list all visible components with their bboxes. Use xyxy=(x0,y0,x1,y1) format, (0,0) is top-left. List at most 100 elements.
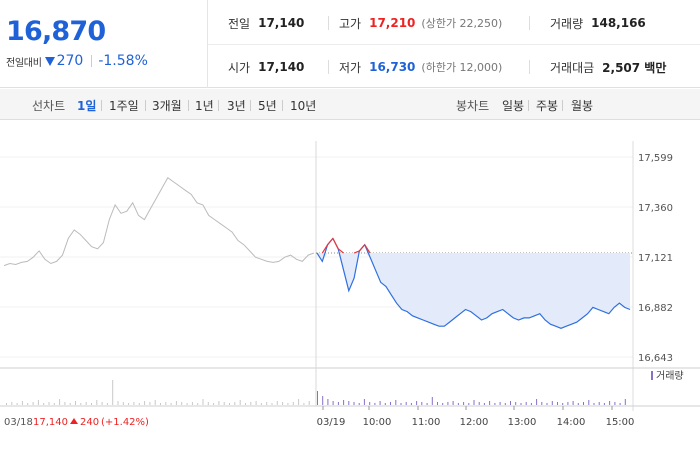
volume-bar-today xyxy=(473,400,475,405)
volume-bar-today xyxy=(536,399,538,405)
volume-bar-today xyxy=(353,402,355,405)
y-tick-label: 16,882 xyxy=(638,303,673,314)
volume-bar-prev xyxy=(160,403,161,405)
volume-bar-today xyxy=(520,403,522,405)
below-reference-area xyxy=(317,253,630,329)
volume-bar-today xyxy=(405,402,407,405)
divider xyxy=(91,55,93,67)
volume-bar-prev xyxy=(91,403,92,405)
volume-bar-today xyxy=(468,403,470,405)
volume-value: 148,166 xyxy=(591,16,646,30)
volume-bar-prev xyxy=(106,403,108,405)
volume-bar-prev xyxy=(282,402,284,405)
volume-bar-prev xyxy=(64,402,66,405)
candle-monthly[interactable]: 월봉 xyxy=(571,99,594,113)
price-lines xyxy=(3,176,631,329)
volume-bar-today xyxy=(510,401,511,405)
volume-bar-prev xyxy=(32,402,34,405)
prev-close-label: 전일 xyxy=(228,16,251,31)
volume-bar-prev xyxy=(101,402,103,405)
volume-bar-prev xyxy=(48,402,50,405)
x-tick-label: 13:00 xyxy=(508,417,537,428)
volume-bar-prev xyxy=(292,402,294,405)
volume-legend-label: 거래량 xyxy=(656,370,684,382)
period-1-year[interactable]: 1년 xyxy=(195,99,214,113)
prev-day-info: 03/18 17,140 240 (+1.42%) xyxy=(4,417,149,428)
volume-bar-prev xyxy=(260,403,262,405)
divider xyxy=(250,100,251,111)
prev-day-rate: (+1.42%) xyxy=(101,417,149,428)
volume-bar-prev xyxy=(239,400,241,405)
above-reference-segment xyxy=(353,250,360,254)
volume-bar-prev xyxy=(37,400,39,405)
volume-bar-today xyxy=(332,401,334,405)
x-tick-label: 12:00 xyxy=(460,417,489,428)
period-3-months[interactable]: 3개월 xyxy=(152,99,182,113)
volume-bar-today xyxy=(384,403,386,405)
open-label: 시가 xyxy=(228,60,251,75)
low-label: 저가 xyxy=(339,60,362,75)
divider xyxy=(145,100,146,111)
period-10-years[interactable]: 10년 xyxy=(290,99,317,113)
price-chart: 17,599 17,360 17,121 16,882 16,643 03/19 10:0… xyxy=(0,121,700,450)
period-1-week[interactable]: 1주일 xyxy=(109,99,139,113)
volume-legend: 거래량 xyxy=(651,370,684,382)
volume-bar-today xyxy=(546,403,548,405)
volume-bar-prev xyxy=(133,402,135,405)
volume-bar-prev xyxy=(213,403,215,405)
volume-bar-prev xyxy=(197,403,199,405)
volume-bar-today xyxy=(551,401,553,405)
candle-daily[interactable]: 일봉 xyxy=(502,99,525,113)
divider xyxy=(529,60,530,74)
prev-close-value: 17,140 xyxy=(258,16,305,30)
volume-bar-today xyxy=(530,403,532,405)
volume-bar-today xyxy=(504,403,506,405)
open-stat: 시가 17,140 xyxy=(228,57,304,77)
candle-weekly[interactable]: 주봉 xyxy=(536,99,559,113)
volume-bar-prev xyxy=(207,402,209,405)
period-3-years[interactable]: 3년 xyxy=(227,99,246,113)
volume-bar-prev xyxy=(223,402,225,405)
volume-bar-today xyxy=(598,402,600,405)
volume-bar-today xyxy=(431,397,433,405)
lower-limit: (하한가 12,000) xyxy=(421,61,503,74)
x-tick-label: 14:00 xyxy=(557,417,586,428)
prev-day-close: 17,140 xyxy=(33,417,68,428)
volume-bar-today xyxy=(421,402,423,405)
y-axis-labels: 17,599 17,360 17,121 16,882 16,643 xyxy=(638,153,673,364)
volume-bar-today xyxy=(348,401,350,405)
open-value: 17,140 xyxy=(258,60,305,74)
y-tick-label: 16,643 xyxy=(638,353,673,364)
divider xyxy=(188,100,189,111)
y-tick-label: 17,121 xyxy=(638,253,673,264)
chart-grid xyxy=(0,141,700,411)
quote-summary: 16,870 전일대비 270 -1.58% 전일 17,140 고가 17,2… xyxy=(0,0,700,88)
volume-bar-today xyxy=(358,403,360,405)
volume-bar-today xyxy=(593,403,595,405)
volume-bar-prev xyxy=(21,401,23,405)
volume-bar-prev xyxy=(75,401,76,405)
volume-bars xyxy=(6,380,626,405)
above-reference-segment xyxy=(332,238,339,250)
volume-bar-today xyxy=(562,403,564,405)
volume-bar-prev xyxy=(287,403,289,405)
volume-bar-prev xyxy=(298,399,300,405)
price-box: 16,870 전일대비 270 -1.58% xyxy=(0,0,208,88)
x-tick-label: 03/19 xyxy=(317,417,346,428)
above-reference-segment xyxy=(358,244,366,252)
period-5-years[interactable]: 5년 xyxy=(258,99,277,113)
volume-bar-today xyxy=(426,403,428,405)
period-1-day[interactable]: 1일 xyxy=(77,99,97,113)
volume-bar-today xyxy=(567,402,569,405)
y-tick-label: 17,360 xyxy=(638,203,673,214)
volume-bar-today xyxy=(483,403,485,405)
divider xyxy=(562,100,563,111)
volume-bar-today xyxy=(416,401,418,405)
divider xyxy=(218,100,219,111)
volume-bar-today xyxy=(489,401,491,405)
chart-toolbar: 선차트 1일 1주일 3개월 1년 3년 5년 10년 봉차트 일봉 주봉 월봉 xyxy=(0,89,700,120)
volume-bar-today xyxy=(374,403,376,405)
divider xyxy=(101,100,102,111)
volume-bar-prev xyxy=(80,403,82,405)
